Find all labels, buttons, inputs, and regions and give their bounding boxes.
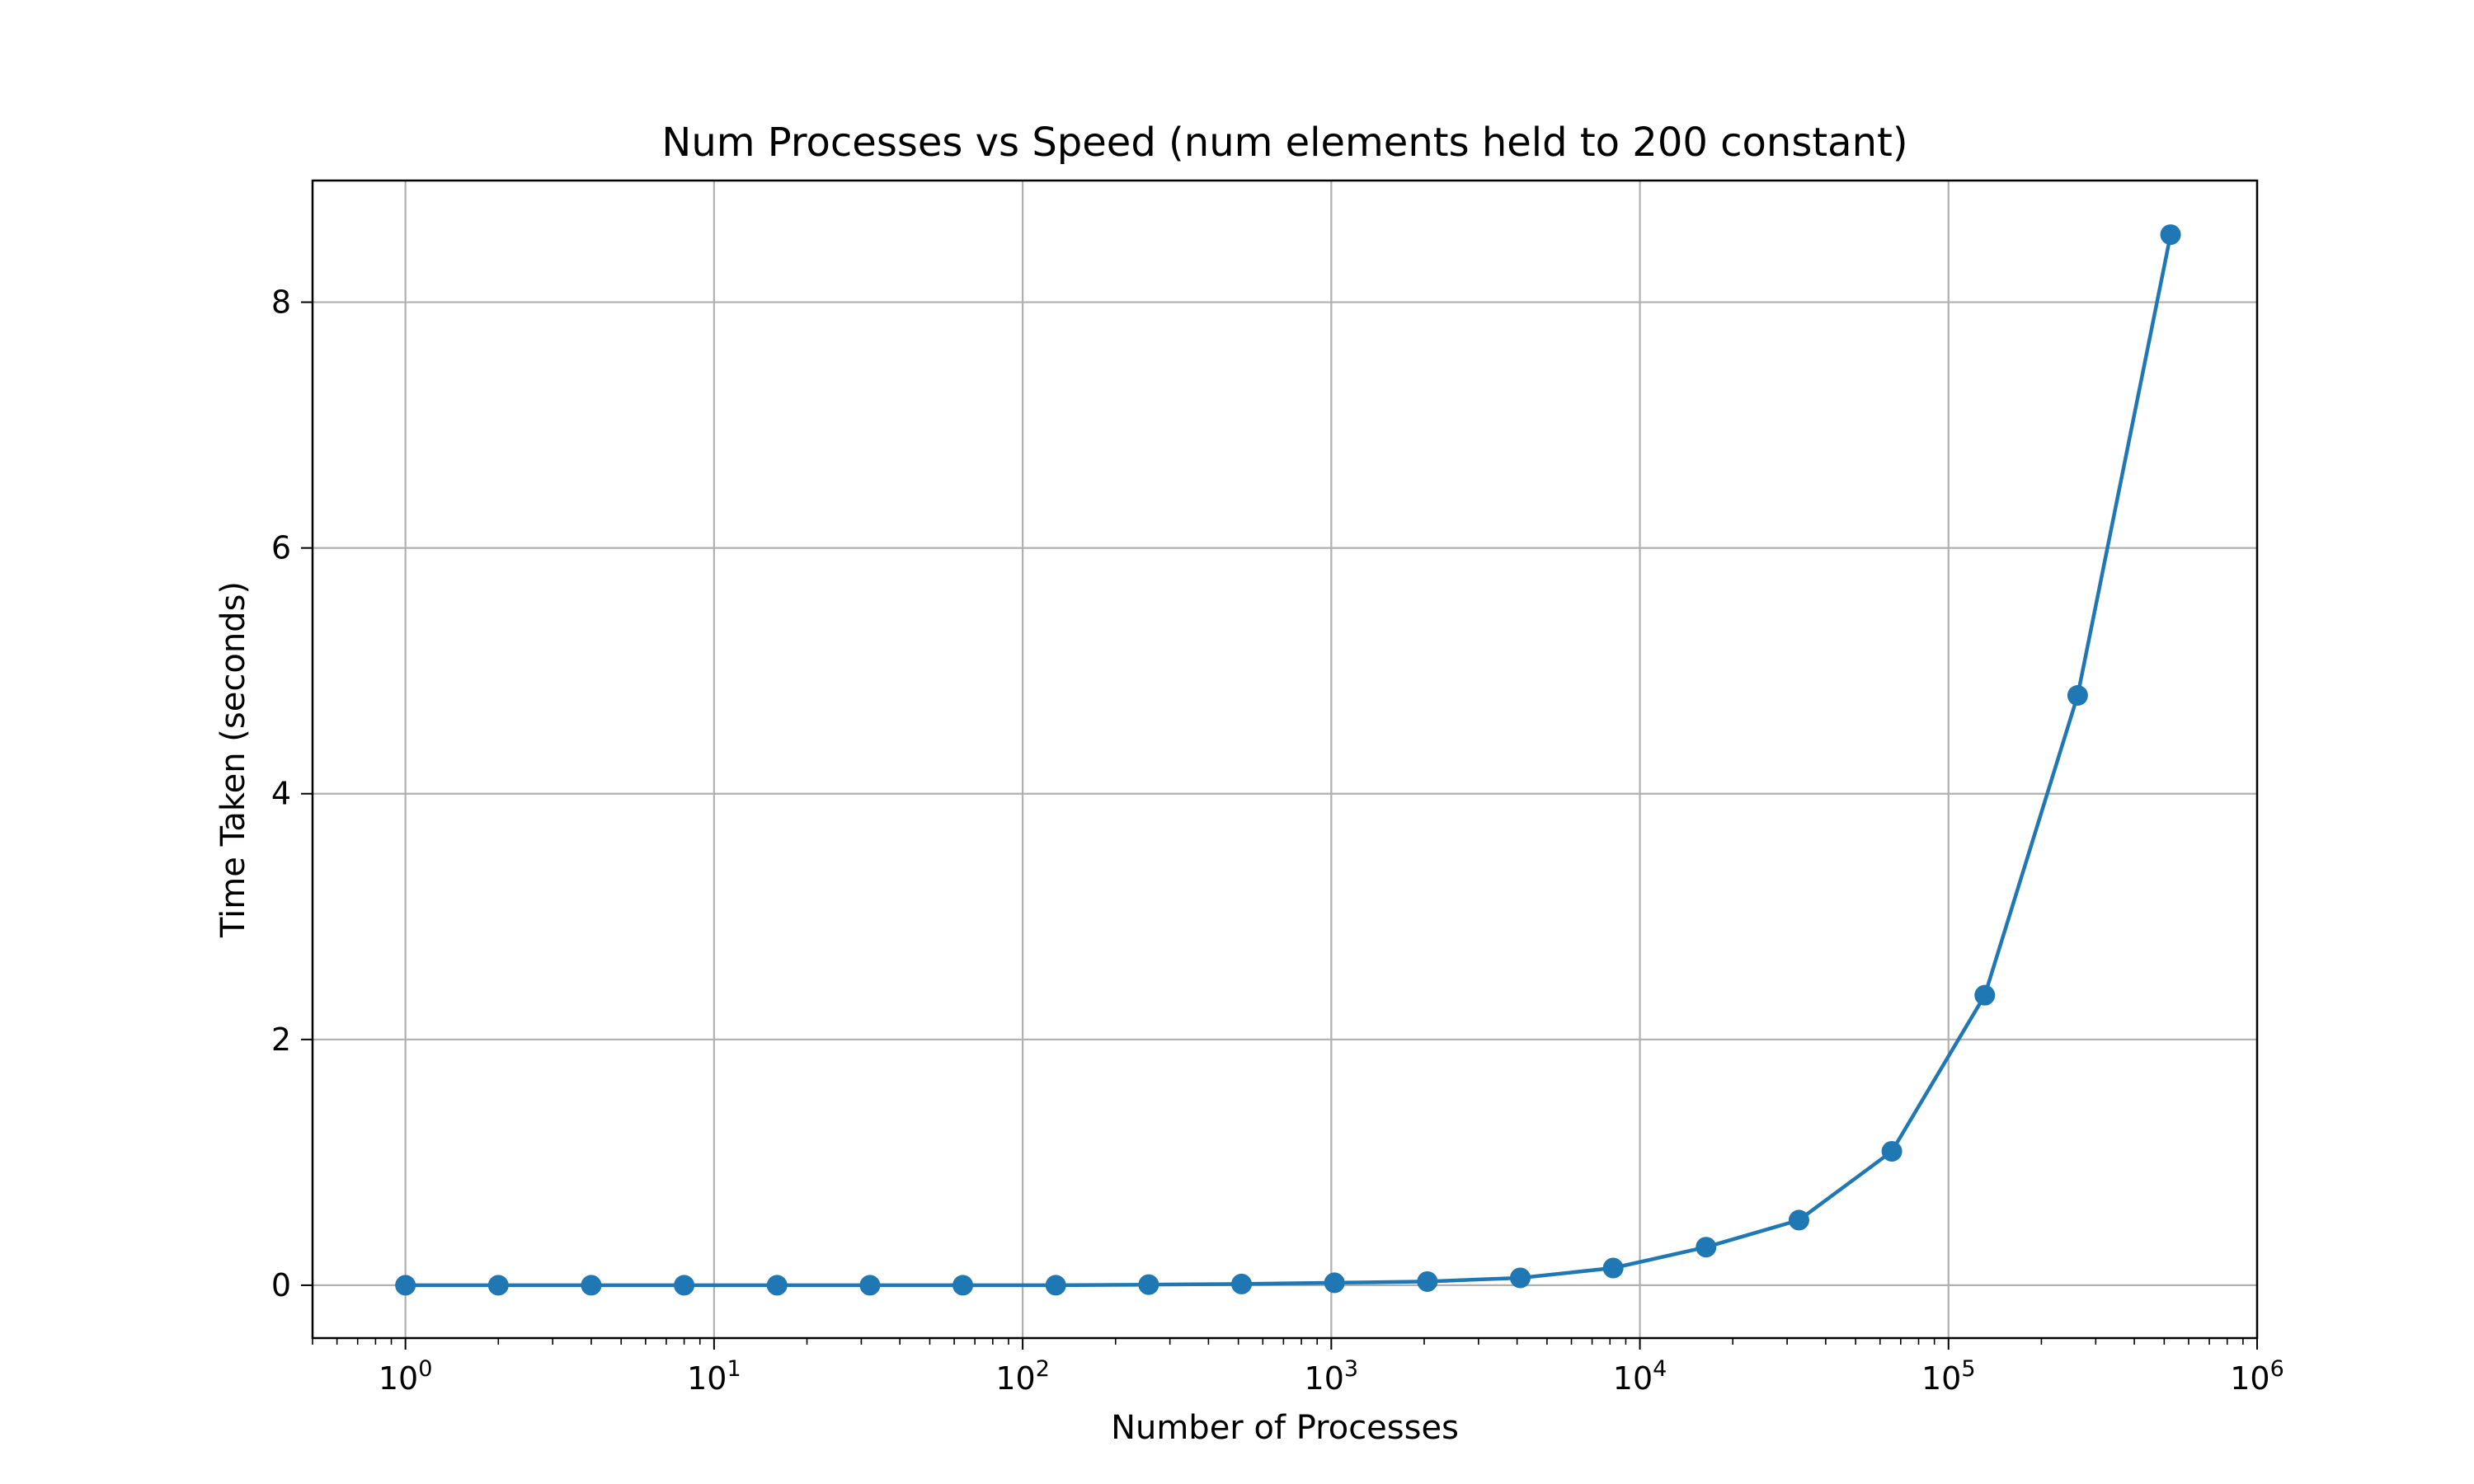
x-tick-base: 10 (1613, 1360, 1653, 1397)
data-point (2067, 684, 2088, 706)
x-tick-base: 10 (995, 1360, 1035, 1397)
x-tick-exponent: 5 (1961, 1356, 1975, 1382)
grid-lines (313, 181, 2259, 1338)
x-tick-label: 104 (1613, 1356, 1667, 1397)
series-line (405, 234, 2173, 1288)
x-tick-exponent: 3 (1344, 1356, 1358, 1382)
data-point (1231, 1273, 1253, 1294)
data-point (1417, 1270, 1438, 1292)
chart-title: Num Processes vs Speed (num elements hel… (661, 120, 1907, 166)
x-tick-base: 10 (687, 1360, 727, 1397)
x-tick-exponent: 6 (2270, 1356, 2284, 1382)
data-point (859, 1275, 881, 1296)
data-point (1974, 984, 1996, 1006)
data-point (395, 1275, 416, 1296)
data-point (1696, 1237, 1717, 1258)
data-point (1045, 1275, 1066, 1296)
x-tick-label: 103 (1305, 1356, 1359, 1397)
x-tick-exponent: 2 (1036, 1356, 1050, 1382)
x-tick-label: 102 (995, 1356, 1050, 1397)
data-point (1881, 1140, 1903, 1162)
x-tick-base: 10 (1305, 1360, 1344, 1397)
x-tick-label: 105 (1921, 1356, 1976, 1397)
axes-frame (311, 179, 2259, 1340)
data-point (1138, 1274, 1159, 1295)
data-point (674, 1275, 695, 1296)
data-point (1788, 1209, 1809, 1231)
data-point (952, 1275, 974, 1296)
x-axis-label: Number of Processes (1111, 1409, 1459, 1447)
y-tick-label: 2 (271, 1021, 291, 1058)
x-tick-base: 10 (379, 1360, 418, 1397)
x-tick-exponent: 1 (727, 1356, 741, 1382)
data-point (766, 1275, 788, 1296)
data-point (1509, 1267, 1531, 1289)
x-tick-base: 10 (2230, 1360, 2269, 1397)
x-tick-label: 106 (2230, 1356, 2284, 1397)
x-tick-label: 101 (687, 1356, 741, 1397)
x-tick-exponent: 0 (418, 1356, 432, 1382)
x-tick-exponent: 4 (1653, 1356, 1667, 1382)
y-tick-label: 6 (271, 530, 291, 566)
data-point (581, 1275, 602, 1296)
x-tick-label: 100 (379, 1356, 433, 1397)
data-point (2160, 224, 2181, 246)
y-tick-label: 8 (271, 284, 291, 321)
x-tick-base: 10 (1921, 1360, 1961, 1397)
data-point (1602, 1257, 1624, 1279)
series-layer (395, 224, 2181, 1296)
y-tick-label: 0 (271, 1267, 291, 1303)
data-point (487, 1275, 509, 1296)
y-tick-label: 4 (271, 776, 291, 812)
y-axis-label: Time Taken (seconds) (214, 581, 252, 938)
data-point (1324, 1272, 1345, 1294)
